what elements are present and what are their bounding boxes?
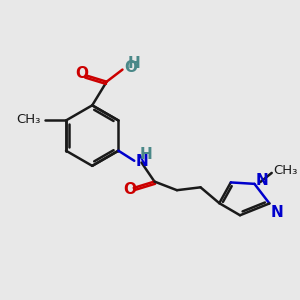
Text: CH₃: CH₃ [16,113,41,126]
Text: O: O [75,66,88,81]
Text: H: H [140,147,153,162]
Text: N: N [135,154,148,169]
Text: O: O [123,182,136,196]
Text: O: O [124,60,137,75]
Text: CH₃: CH₃ [274,164,298,177]
Text: N: N [256,173,268,188]
Text: H: H [128,56,140,71]
Text: N: N [271,205,283,220]
